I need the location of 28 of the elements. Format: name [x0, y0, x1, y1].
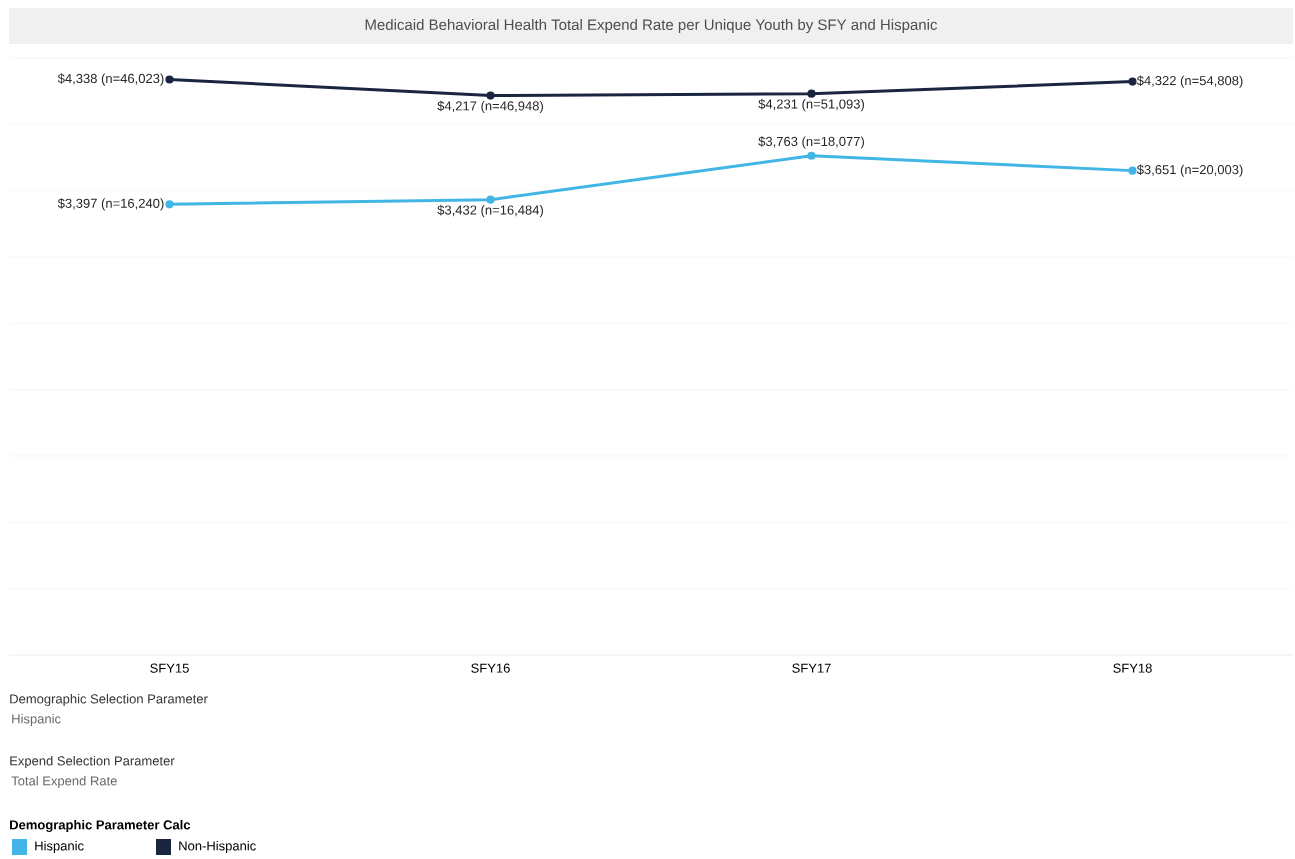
data-label: $3,763 (n=18,077) [758, 136, 864, 149]
x-tick-label: SFY17 [792, 663, 831, 673]
point [807, 151, 816, 160]
data-label: $4,231 (n=51,093) [758, 98, 864, 112]
data-label: $3,651 (n=20,003) [1136, 164, 1243, 177]
text: Hispanic [12, 713, 61, 727]
data-label: $3,397 (n=16,240) [57, 198, 164, 211]
legend-title: Demographic Parameter Calc [10, 819, 191, 833]
x-tick-label: SFY16 [471, 663, 510, 673]
chart-title: Medicaid Behavioral Health Total Expend Rate per Unique Youth by SFY and Hispanic [365, 19, 938, 33]
data-label: $3,432 (n=16,484) [437, 204, 543, 218]
text: Total Expend Rate [11, 775, 117, 789]
text: Demographic Selection Parameter [10, 693, 208, 707]
point [807, 89, 816, 98]
legend-label: Hispanic [35, 840, 84, 854]
x-tick-label: SFY15 [150, 663, 189, 673]
point [1128, 166, 1137, 175]
point [486, 195, 495, 204]
data-label: $4,338 (n=46,023) [57, 73, 164, 86]
data-label: $4,322 (n=54,808) [1136, 75, 1243, 88]
text: Expend Selection Parameter [10, 755, 175, 769]
point [165, 75, 174, 84]
data-label: $4,217 (n=46,948) [437, 100, 543, 114]
legend-label: Non-Hispanic [179, 840, 256, 854]
point [486, 91, 495, 100]
point [165, 200, 174, 209]
point [1128, 77, 1137, 86]
x-tick-label: SFY18 [1113, 663, 1152, 673]
